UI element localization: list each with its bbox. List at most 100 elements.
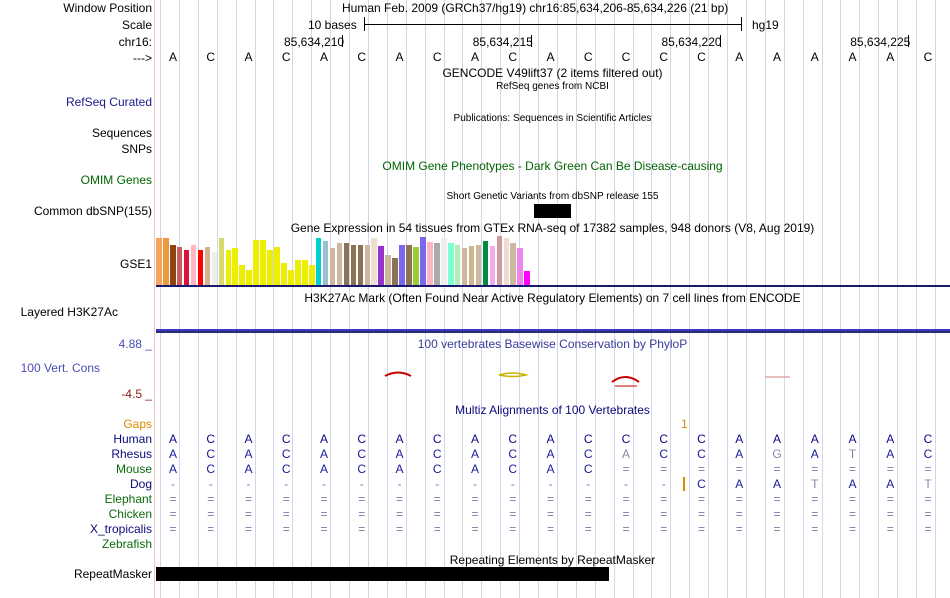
- gtex-tissue-bar[interactable]: [420, 237, 426, 285]
- alignment-base: T: [924, 477, 932, 491]
- grid-line: [349, 0, 350, 598]
- gtex-tissue-bar[interactable]: [308, 265, 315, 285]
- multiz-track-title[interactable]: Multiz Alignments of 100 Vertebrates: [455, 403, 650, 417]
- gtex-tissue-bar[interactable]: [454, 245, 461, 285]
- gtex-tissue-bar[interactable]: [517, 248, 524, 285]
- gtex-tissue-bar[interactable]: [524, 271, 530, 285]
- gtex-tissue-bar[interactable]: [434, 243, 440, 285]
- alignment-base: =: [848, 462, 856, 476]
- gtex-tissue-bar[interactable]: [176, 247, 183, 285]
- gtex-tissue-bar[interactable]: [399, 245, 405, 285]
- vert-cons-label[interactable]: 100 Vert. Cons: [20, 361, 100, 375]
- gtex-tissue-bar[interactable]: [204, 247, 211, 285]
- gtex-tissue-bar[interactable]: [322, 241, 329, 285]
- reference-base: A: [735, 50, 744, 64]
- gtex-tissue-bar[interactable]: [156, 238, 162, 285]
- repeatmasker-label[interactable]: RepeatMasker: [73, 567, 152, 581]
- gtex-tissue-bar[interactable]: [371, 238, 378, 285]
- gencode-track-title[interactable]: GENCODE V49lift37 (2 items filtered out): [442, 66, 663, 80]
- omim-track-title[interactable]: OMIM Gene Phenotypes - Dark Green Can Be…: [382, 159, 723, 173]
- sequences-label[interactable]: Sequences: [91, 126, 152, 140]
- dbsnp-track-title[interactable]: Short Genetic Variants from dbSNP releas…: [446, 191, 659, 202]
- strand-label[interactable]: --->: [133, 51, 152, 65]
- gtex-tissue-bar[interactable]: [169, 245, 176, 285]
- gtex-tissue-bar[interactable]: [385, 255, 391, 285]
- gtex-tissue-bar[interactable]: [218, 238, 225, 285]
- species-label-chicken[interactable]: Chicken: [108, 507, 152, 521]
- gtex-tissue-bar[interactable]: [246, 270, 252, 285]
- grid-line: [216, 0, 218, 598]
- gtex-tissue-bar[interactable]: [190, 245, 197, 285]
- gtex-tissue-bar[interactable]: [468, 246, 475, 285]
- gtex-tissue-bar[interactable]: [301, 260, 308, 285]
- species-label-dog[interactable]: Dog: [129, 477, 152, 491]
- gtex-tissue-bar[interactable]: [162, 238, 169, 285]
- gtex-tissue-bar[interactable]: [253, 240, 259, 285]
- common-dbsnp-label[interactable]: Common dbSNP(155): [33, 204, 152, 218]
- gtex-tissue-bar[interactable]: [440, 238, 447, 285]
- gtex-tissue-bar[interactable]: [413, 247, 419, 285]
- gtex-tissue-bar[interactable]: [329, 248, 336, 285]
- publications-track-title[interactable]: Publications: Sequences in Scientific Ar…: [453, 113, 652, 124]
- alignment-base: C: [697, 477, 706, 491]
- gtex-tissue-bar[interactable]: [482, 241, 489, 285]
- dbsnp-variant-block[interactable]: [534, 204, 571, 218]
- gtex-tissue-bar[interactable]: [475, 245, 482, 285]
- species-label-zebrafish[interactable]: Zebrafish: [101, 537, 152, 551]
- gtex-tissue-bar[interactable]: [350, 245, 357, 285]
- species-label-rhesus[interactable]: Rhesus: [111, 447, 152, 461]
- gtex-tissue-bar[interactable]: [336, 243, 343, 285]
- gtex-tissue-bar[interactable]: [239, 265, 246, 285]
- grid-line: [821, 0, 823, 598]
- gtex-tissue-bar[interactable]: [267, 250, 273, 285]
- gtex-tissue-bar[interactable]: [357, 245, 364, 285]
- gtex-tissue-bar[interactable]: [274, 247, 280, 285]
- repeatmasker-element-block[interactable]: [156, 567, 609, 581]
- gtex-tissue-bar[interactable]: [406, 245, 412, 285]
- gtex-tissue-bar[interactable]: [496, 236, 503, 285]
- gtex-tissue-bar[interactable]: [295, 260, 301, 285]
- alignment-base: A: [319, 432, 328, 446]
- alignment-base: =: [358, 492, 366, 506]
- gtex-tissue-bar[interactable]: [197, 250, 204, 285]
- gtex-tissue-bar[interactable]: [489, 246, 496, 285]
- species-label-human[interactable]: Human: [113, 432, 152, 446]
- gtex-tissue-bar[interactable]: [343, 243, 350, 285]
- alignment-base: -: [284, 477, 289, 491]
- refseq-track-title[interactable]: RefSeq genes from NCBI: [496, 81, 609, 92]
- species-label-x-tropicalis[interactable]: X_tropicalis: [89, 522, 152, 536]
- gtex-tissue-bar[interactable]: [211, 252, 218, 285]
- gtex-tissue-bar[interactable]: [281, 263, 287, 285]
- gtex-tissue-bar[interactable]: [315, 238, 322, 285]
- alignment-base: =: [697, 507, 705, 521]
- gtex-tissue-bar[interactable]: [378, 246, 385, 285]
- repeatmasker-track-title[interactable]: Repeating Elements by RepeatMasker: [449, 553, 656, 567]
- h3k27ac-track-title[interactable]: H3K27Ac Mark (Often Found Near Active Re…: [304, 291, 801, 305]
- gtex-tissue-bar[interactable]: [447, 243, 454, 285]
- gse1-label[interactable]: GSE1: [119, 257, 152, 271]
- species-label-elephant[interactable]: Elephant: [104, 492, 152, 506]
- gaps-label[interactable]: Gaps: [123, 417, 152, 431]
- gtex-tissue-bar[interactable]: [183, 250, 190, 285]
- gtex-tissue-bar[interactable]: [225, 250, 232, 285]
- gtex-tissue-bar[interactable]: [260, 240, 266, 285]
- species-label-mouse[interactable]: Mouse: [115, 462, 152, 476]
- gtex-tissue-bar[interactable]: [510, 243, 517, 285]
- reference-base: A: [395, 50, 404, 64]
- phylop-track-title[interactable]: 100 vertebrates Basewise Conservation by…: [417, 337, 688, 351]
- gtex-tissue-bar[interactable]: [288, 270, 294, 285]
- gtex-tissue-bar[interactable]: [503, 238, 510, 285]
- omim-genes-label[interactable]: OMIM Genes: [80, 173, 152, 187]
- gtex-tissue-bar[interactable]: [392, 258, 398, 285]
- gtex-tissue-bar[interactable]: [461, 248, 468, 285]
- refseq-curated-label[interactable]: RefSeq Curated: [65, 95, 152, 109]
- gtex-tissue-bar[interactable]: [364, 245, 371, 285]
- alignment-base: =: [358, 522, 366, 536]
- snps-label[interactable]: SNPs: [121, 142, 152, 156]
- gtex-track-title[interactable]: Gene Expression in 54 tissues from GTEx …: [290, 221, 815, 235]
- gtex-tissue-bar[interactable]: [232, 248, 239, 285]
- gtex-tissue-bar[interactable]: [427, 242, 433, 285]
- gtex-expression-chart[interactable]: [156, 236, 556, 285]
- browser-track-area[interactable]: [155, 0, 950, 598]
- layered-h3k27ac-label[interactable]: Layered H3K27Ac: [20, 305, 118, 319]
